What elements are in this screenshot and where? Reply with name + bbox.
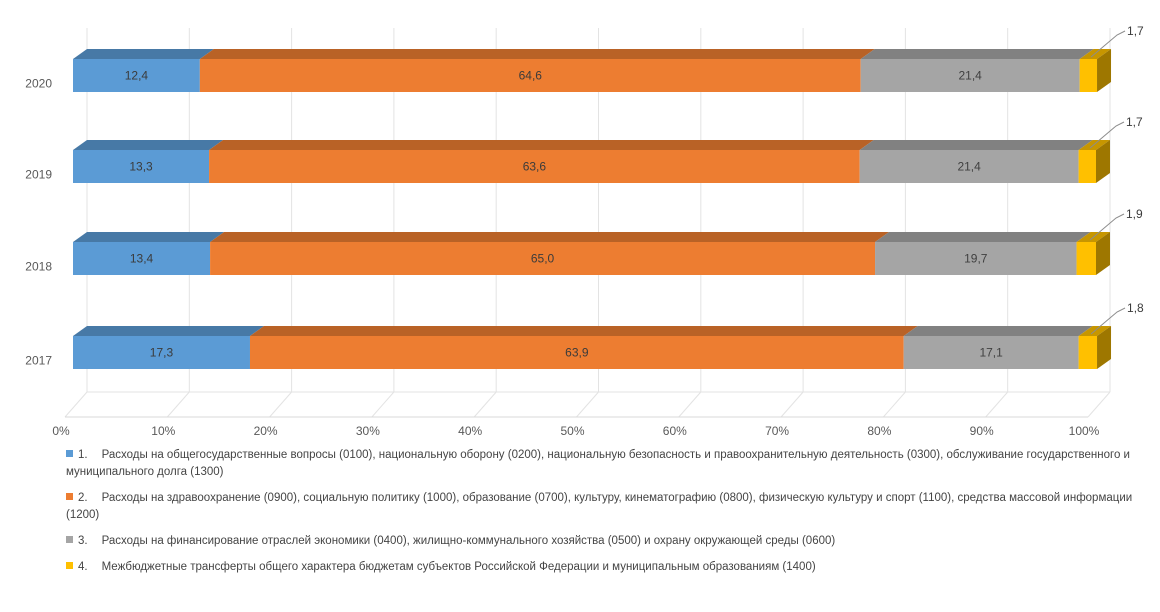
- x-tick-label: 30%: [356, 424, 380, 438]
- bar-segment-top: [73, 140, 224, 150]
- x-tick-label: 20%: [254, 424, 278, 438]
- data-label: 19,7: [964, 252, 988, 266]
- bar-segment-top: [73, 326, 264, 336]
- bar-segment-top: [903, 326, 1093, 336]
- bar-segment: [903, 336, 1079, 369]
- gridline-floor: [985, 391, 1009, 418]
- legend-number: 4.: [78, 561, 88, 573]
- legend-label: Расходы на общегосударственные вопросы (…: [66, 449, 1130, 478]
- bar-segment: [209, 150, 860, 183]
- gridline-floor: [576, 391, 599, 418]
- bar-segment: [859, 150, 1079, 183]
- bar-segment: [210, 242, 876, 275]
- data-label: 1,8: [1127, 301, 1144, 315]
- gridline-floor: [371, 391, 395, 418]
- x-tick-label: 90%: [970, 424, 994, 438]
- bar-segment: [73, 242, 211, 275]
- bar-segment-top: [73, 232, 225, 242]
- gridline-floor: [269, 391, 292, 418]
- gridline-floor: [678, 391, 702, 418]
- data-label: 21,4: [958, 69, 982, 83]
- data-label: 1,7: [1127, 24, 1144, 38]
- bar-segment: [1076, 242, 1096, 275]
- legend-swatch-1: [66, 450, 73, 457]
- bars: [73, 49, 1112, 369]
- bar-segment-side: [1097, 326, 1112, 369]
- bar-segment: [249, 336, 904, 369]
- bar-segment: [860, 59, 1080, 92]
- gridline-floor: [883, 391, 906, 418]
- data-labels: 12,4 64,6 21,4 1,7 13,3 63,6 21,4 1,7 13,4 65,0 19…: [125, 24, 1144, 360]
- data-label: 21,4: [957, 160, 981, 174]
- x-tick-label: 70%: [765, 424, 789, 438]
- bar-segment: [875, 242, 1077, 275]
- bar-segment: [73, 336, 250, 369]
- data-label-leader: [1090, 30, 1126, 58]
- bar-segment: [1079, 59, 1098, 92]
- legend-item-4: 4. Межбюджетные трансферты общего характе…: [66, 559, 1136, 576]
- y-category-label: 2019: [25, 168, 52, 182]
- bar-segment: [73, 150, 210, 183]
- legend-label: Межбюджетные трансферты общего характера…: [101, 561, 816, 573]
- legend-swatch-4: [66, 562, 73, 569]
- data-label: 12,4: [125, 69, 149, 83]
- x-tick-label: 40%: [458, 424, 482, 438]
- data-label: 13,4: [130, 252, 154, 266]
- data-label: 17,3: [150, 346, 174, 360]
- data-label: 1,7: [1126, 115, 1143, 129]
- bar-segment: [1078, 150, 1096, 183]
- legend: 1. Расходы на общегосударственные вопросы…: [66, 447, 1136, 585]
- x-tick-label: 60%: [663, 424, 687, 438]
- bar-segment: [73, 59, 200, 92]
- data-label-leader: [1089, 213, 1125, 241]
- axes: 0% 10% 20% 30% 40% 50% 60% 70% 80% 90% 100% 2020 201…: [25, 77, 1099, 439]
- data-label: 65,0: [531, 252, 555, 266]
- legend-number: 2.: [78, 492, 88, 504]
- bar-segment-side: [1097, 49, 1112, 92]
- bar-segment-top: [199, 49, 875, 59]
- bar-segment-side: [1096, 232, 1110, 275]
- bar-segment-top: [860, 49, 1094, 59]
- stacked-bar-chart: 12,4 64,6 21,4 1,7 13,3 63,6 21,4 1,7 13,4 65,0 19…: [25, 24, 1144, 439]
- y-category-label: 2020: [25, 77, 52, 91]
- data-label-leader: [1090, 307, 1126, 335]
- data-label: 63,9: [565, 346, 589, 360]
- bar-segment-top: [859, 140, 1093, 150]
- gridline-floor: [780, 391, 804, 418]
- data-label: 13,3: [129, 160, 153, 174]
- gridline-floor: [64, 391, 88, 418]
- legend-number: 3.: [78, 535, 88, 547]
- gridline-floor: [1087, 391, 1111, 418]
- legend-item-1: 1. Расходы на общегосударственные вопросы…: [66, 447, 1136, 481]
- x-tick-label: 0%: [52, 424, 70, 438]
- legend-item-3: 3. Расходы на финансирование отраслей эко…: [66, 533, 1136, 550]
- bar-segment-top: [209, 140, 874, 150]
- x-tick-label: 80%: [867, 424, 891, 438]
- legend-swatch-2: [66, 493, 73, 500]
- bar-segment-top: [249, 326, 918, 336]
- x-tick-label: 50%: [560, 424, 584, 438]
- legend-label: Расходы на финансирование отраслей эконо…: [101, 535, 836, 547]
- data-label: 64,6: [519, 69, 543, 83]
- bar-segment-top: [875, 232, 1091, 242]
- y-category-label: 2017: [25, 354, 52, 368]
- x-tick-label: 10%: [151, 424, 175, 438]
- bar-segment-top: [210, 232, 890, 242]
- legend-number: 1.: [78, 449, 88, 461]
- bar-segment-side: [1096, 140, 1110, 183]
- data-label: 17,1: [979, 346, 1003, 360]
- data-label-leader: [1089, 121, 1125, 149]
- gridline-floor: [166, 391, 190, 418]
- gridline-floor: [473, 391, 497, 418]
- data-label: 1,9: [1126, 207, 1143, 221]
- legend-swatch-3: [66, 536, 73, 543]
- x-tick-label: 100%: [1069, 424, 1100, 438]
- legend-label: Расходы на здравоохранение (0900), социа…: [66, 492, 1133, 521]
- bar-segment-top: [73, 49, 214, 59]
- y-category-label: 2018: [25, 260, 52, 274]
- bar-segment: [1078, 336, 1098, 369]
- legend-item-2: 2. Расходы на здравоохранение (0900), соц…: [66, 490, 1136, 524]
- data-label: 63,6: [523, 160, 547, 174]
- bar-segment: [199, 59, 861, 92]
